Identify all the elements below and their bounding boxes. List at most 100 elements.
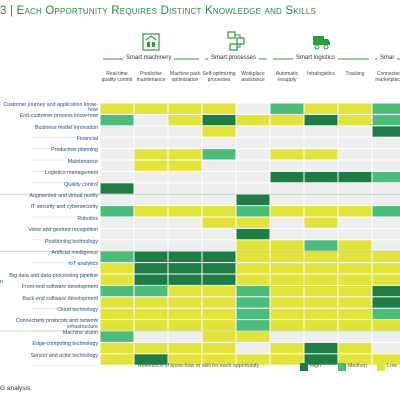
heatmap-cell [100,183,134,194]
heatmap-cell [202,297,236,308]
heatmap-cell [304,320,338,331]
heatmap-cell [270,342,304,354]
heatmap-cell [304,297,338,308]
heatmap-cell [168,240,202,251]
heatmap-cell [304,331,338,342]
heatmap-cell [236,160,270,171]
heatmap-cell [134,285,168,297]
heatmap-cell [372,171,400,183]
heatmap-cell [304,251,338,263]
heatmap-cell [236,274,270,285]
heatmap-cell [100,342,134,354]
heatmap-cell [168,171,202,183]
row-label: End-customer process know-how [19,113,98,120]
heatmap-cell [270,206,304,217]
row-label: Big data and data-processing pipeline [9,272,98,279]
row-label: Business model innovation [34,124,98,131]
heatmap-cell [134,263,168,274]
heatmap-cell [304,160,338,171]
heatmap-cell [236,251,270,263]
heatmap-cell [304,194,338,206]
group-label: Smart machinery [123,55,175,61]
side-label: n [0,279,3,286]
heatmap-cell [270,331,304,342]
legend-label: Low [387,363,397,369]
truck-icon [313,36,330,50]
heatmap-cell [270,354,304,365]
heatmap-cell [100,149,134,160]
heatmap-cell [168,137,202,149]
heatmap-cell [100,331,134,342]
heatmap-cell [100,308,134,320]
heatmap-cell [202,183,236,194]
heatmap-cell [202,354,236,365]
heatmap-cell [168,308,202,320]
heatmap-cell [134,160,168,171]
heatmap-cell [134,342,168,354]
heatmap-cell [202,217,236,228]
heatmap-cell [372,331,400,342]
heatmap-cell [372,228,400,240]
heatmap-cell [372,342,400,354]
heatmap-cell [202,251,236,263]
column-label: Workplace assistance [241,71,265,83]
heatmap-cell [338,331,372,342]
heatmap-cell [372,320,400,331]
heatmap-cell [338,308,372,320]
heatmap-cell [202,342,236,354]
heatmap-cell [202,114,236,126]
heatmap-cell [168,274,202,285]
heatmap-cell [236,297,270,308]
heatmap-cell [100,320,134,331]
heatmap-cell [202,149,236,160]
heatmap-cell [134,126,168,137]
legend-label: Medium [348,363,367,369]
heatmap-cell [372,126,400,137]
heatmap-cell [134,194,168,206]
heatmap-cell [168,320,202,331]
heatmap-cell [236,103,270,114]
heatmap-cell [236,149,270,160]
heatmap-cell [338,320,372,331]
heatmap-cell [202,320,236,331]
heatmap-cell [202,331,236,342]
heatmap-cell [304,217,338,228]
legend-swatch [377,363,385,371]
heatmap-cell [270,183,304,194]
heatmap-cell [134,206,168,217]
heatmap-cell [236,206,270,217]
heatmap-cell [270,217,304,228]
heatmap-cell [304,228,338,240]
heatmap-cell [236,354,270,365]
heatmap-cell [168,342,202,354]
heatmap-cell [100,263,134,274]
heatmap-cell [168,126,202,137]
heatmap-cell [236,263,270,274]
legend-title: Relevance of know-how or skill for each … [138,363,260,369]
heatmap-cell [134,114,168,126]
heatmap-cell [270,240,304,251]
heatmap-cell [168,217,202,228]
heatmap-cell [236,285,270,297]
row-label: Cloud technology [57,306,98,313]
column-label: Self-optimizing processes [202,71,236,83]
heatmap-cell [202,308,236,320]
heatmap-cell [168,331,202,342]
heatmap-cell [338,183,372,194]
heatmap-cell [304,308,338,320]
heatmap-cell [304,171,338,183]
heatmap-cell [270,263,304,274]
heatmap-cell [134,149,168,160]
column-label: Intralogistics [307,71,335,77]
heatmap-cell [100,251,134,263]
heatmap-cell [338,160,372,171]
heatmap-cell [236,194,270,206]
group-label: Smar [377,55,398,61]
heatmap-cell [134,297,168,308]
legend-label: High [310,363,321,369]
heatmap-cell [304,103,338,114]
row-label: IoT analytics [68,261,98,268]
heatmap-cell [338,206,372,217]
heatmap-cell [372,308,400,320]
chart-title: 3 | Each Opportunity Requires Distinct K… [0,5,317,17]
